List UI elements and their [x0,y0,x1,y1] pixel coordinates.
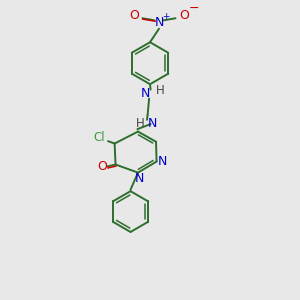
Text: O: O [129,9,139,22]
Text: +: + [162,12,169,21]
Text: H: H [136,117,145,130]
Text: −: − [189,2,199,15]
Text: Cl: Cl [93,131,105,144]
Text: N: N [140,87,150,100]
Text: N: N [135,172,144,184]
Text: N: N [154,16,164,29]
Text: N: N [157,155,167,168]
Text: H: H [156,84,165,97]
Text: N: N [148,117,157,130]
Text: O: O [179,9,189,22]
Text: O: O [97,160,107,173]
